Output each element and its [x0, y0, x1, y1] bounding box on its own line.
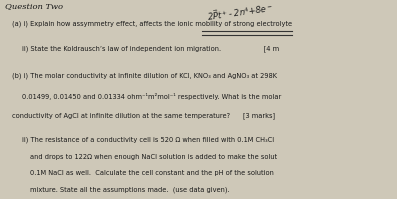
- Text: mixture. State all the assumptions made.  (use data given).: mixture. State all the assumptions made.…: [30, 186, 229, 193]
- Text: ii) The resistance of a conductivity cell is 520 Ω when filled with 0.1M CH₃Cl: ii) The resistance of a conductivity cel…: [22, 136, 274, 143]
- Text: (b) i) The molar conductivity at infinite dilution of KCl, KNO₃ and AgNO₃ at 298: (b) i) The molar conductivity at infinit…: [12, 73, 277, 79]
- Text: 2$\vec{P}$t$^+$- 2n$^4$+8e$^-$: 2$\vec{P}$t$^+$- 2n$^4$+8e$^-$: [206, 0, 274, 23]
- Text: 0.1M NaCl as well.  Calculate the cell constant and the pH of the solution: 0.1M NaCl as well. Calculate the cell co…: [30, 170, 274, 176]
- Text: Question Two: Question Two: [5, 3, 63, 11]
- Text: (a) i) Explain how assymmetry effect, affects the ionic mobility of strong elect: (a) i) Explain how assymmetry effect, af…: [12, 21, 292, 27]
- Text: conductivity of AgCl at infinite dilution at the same temperature?      [3 marks: conductivity of AgCl at infinite dilutio…: [12, 112, 275, 119]
- Text: 0.01499, 0.01450 and 0.01334 ohm⁻¹m²mol⁻¹ respectively. What is the molar: 0.01499, 0.01450 and 0.01334 ohm⁻¹m²mol⁻…: [22, 93, 281, 100]
- Text: and drops to 122Ω when enough NaCl solution is added to make the solut: and drops to 122Ω when enough NaCl solut…: [30, 154, 277, 160]
- Text: ii) State the Koldrausch’s law of independent ion migration.                    : ii) State the Koldrausch’s law of indepe…: [22, 45, 279, 52]
